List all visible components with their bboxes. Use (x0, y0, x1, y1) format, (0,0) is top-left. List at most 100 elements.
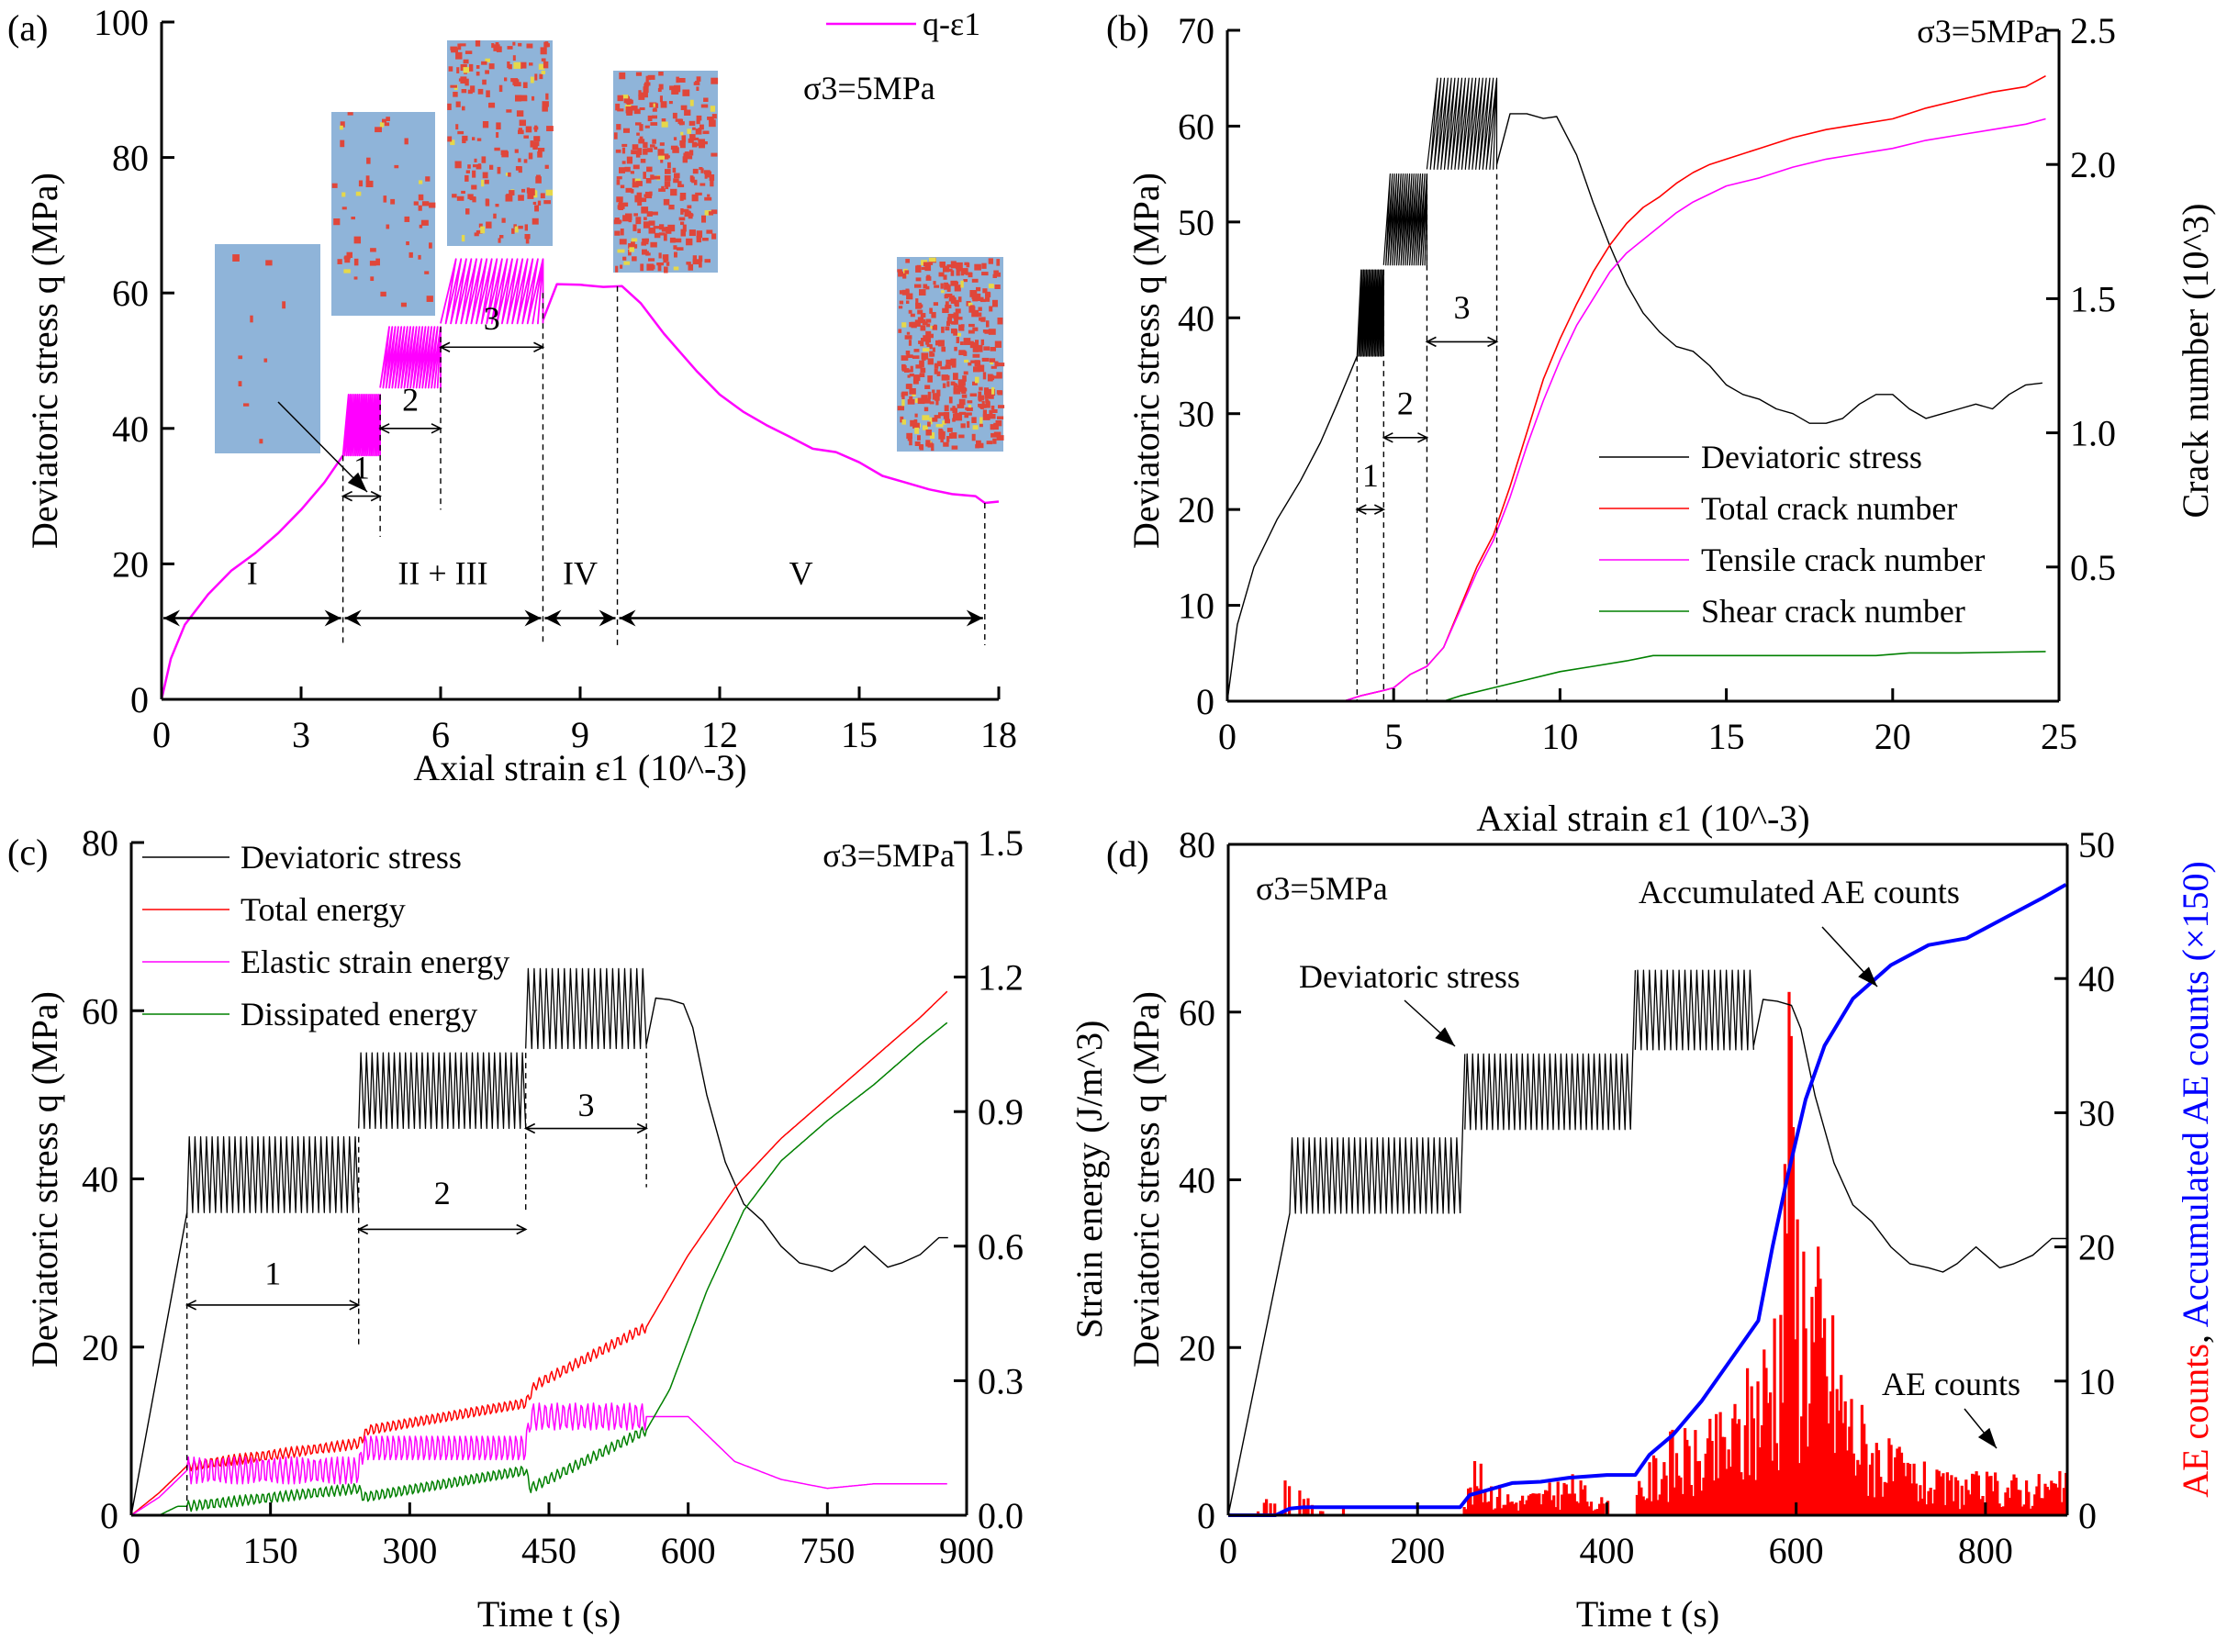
panel-d-ae-count-bar (1550, 1500, 1553, 1515)
crack-mark (974, 360, 981, 367)
crack-mark (997, 416, 1004, 419)
crack-mark (386, 224, 390, 229)
crack-mark (635, 217, 642, 225)
panel-d-ae-count-bar (1787, 991, 1791, 1515)
crack-mark (922, 321, 928, 326)
panel-d-ae-count-bar (1538, 1493, 1541, 1515)
panel-d-ae-count-bar (2037, 1474, 2041, 1515)
panel-c-x-tick-label: 900 (939, 1530, 994, 1571)
panel-a-y-tick-label: 100 (94, 2, 149, 43)
crack-mark (955, 308, 961, 314)
crack-mark (615, 265, 619, 273)
panel-d-ae-count-bar (1594, 1509, 1597, 1515)
panel-d-ae-count-bar (1975, 1471, 1978, 1515)
crack-mark (969, 290, 978, 297)
panel-b-cyclic-label-3: 3 (1453, 289, 1470, 326)
crack-mark (369, 261, 376, 266)
panel-d-ae-count-bar (1527, 1495, 1530, 1515)
crack-mark (366, 157, 371, 164)
crack-mark (650, 144, 655, 148)
crack-mark (545, 93, 549, 100)
panel-d-ae-count-bar (1860, 1404, 1863, 1515)
crack-mark (676, 247, 684, 251)
panel-d-ae-count-bar (1763, 1349, 1766, 1515)
crack-mark (692, 168, 699, 174)
crack-mark (975, 376, 979, 384)
panel-d-ae-count-bar (1854, 1475, 1858, 1515)
panel-d-ae-count-bar (1919, 1485, 1922, 1515)
crack-mark (990, 432, 997, 438)
panel-c-legend-label: Deviatoric stress (241, 839, 462, 876)
panel-d-ae-count-bar (1843, 1401, 1847, 1515)
crack-mark (370, 248, 376, 252)
panel-d-series-deviatoric-cyclic-2 (1464, 1053, 1631, 1131)
crack-mark (962, 380, 966, 386)
specimen-stage-3 (447, 40, 554, 246)
panel-d-right-y-tick-label: 0 (2078, 1495, 2097, 1536)
crack-mark (456, 67, 460, 73)
crack-mark (905, 259, 911, 263)
crack-mark (663, 153, 669, 160)
crack-mark (909, 374, 914, 377)
crack-mark (512, 55, 516, 61)
crack-mark (680, 105, 688, 110)
crack-mark (692, 255, 697, 262)
crack-mark (948, 396, 953, 404)
crack-mark (455, 51, 463, 60)
panel-d-ae-count-bar (1964, 1479, 1968, 1515)
panel-d-ae-count-bar (2047, 1490, 2052, 1515)
crack-mark (472, 170, 476, 178)
crack-mark (636, 192, 643, 199)
crack-mark (353, 258, 359, 266)
panel-d-ae-count-bar (1697, 1460, 1701, 1515)
crack-mark (673, 178, 679, 184)
crack-mark (647, 115, 653, 122)
crack-mark (518, 225, 523, 229)
panel-d-ae-count-bar (1708, 1418, 1712, 1515)
crack-mark (513, 82, 521, 87)
crack-mark (653, 226, 660, 229)
panel-a-series-cyclic-stage-1 (341, 393, 382, 457)
panel-d-ae-count-bar (1541, 1493, 1545, 1515)
panel-d-ae-count-bar (1985, 1471, 1989, 1515)
panel-d-ae-count-bar (1771, 1460, 1774, 1515)
crack-mark (945, 293, 953, 297)
crack-mark (927, 391, 932, 399)
crack-mark (946, 381, 950, 387)
crack-mark (938, 272, 945, 277)
panel-d-ae-count-bar (1871, 1453, 1874, 1515)
crack-mark (647, 74, 655, 80)
panel-d-sigma3-annotation: σ3=5MPa (1256, 870, 1388, 907)
crack-mark (646, 166, 653, 173)
crack-mark (936, 361, 943, 367)
panel-c-y-tick-label: 0 (100, 1495, 118, 1536)
crack-mark (532, 95, 535, 101)
panel-c-right-y-tick-label: 0.9 (978, 1091, 1024, 1133)
crack-mark (704, 196, 712, 201)
crack-mark (625, 187, 632, 193)
crack-mark (901, 322, 907, 328)
crack-mark (933, 281, 936, 285)
crack-mark (485, 58, 490, 62)
crack-mark (992, 273, 997, 279)
crack-mark (476, 72, 480, 76)
crack-mark (282, 301, 286, 309)
crack-mark (643, 141, 648, 149)
crack-mark (908, 340, 912, 346)
crack-mark (644, 238, 649, 242)
crack-mark (913, 374, 921, 382)
panel-a-stage-arrow-1-head-right (524, 609, 542, 627)
panel-c-y-tick-label: 40 (82, 1159, 118, 1200)
panel-d-ae-count-bar (2029, 1508, 2032, 1515)
crack-mark (617, 249, 625, 253)
crack-mark (679, 78, 686, 83)
panel-d-ae-count-bar (1825, 1376, 1829, 1515)
panel-d-ae-count-bar (1651, 1455, 1656, 1515)
panel-d-ae-count-bar (1886, 1482, 1889, 1515)
crack-mark (992, 438, 997, 444)
panel-d-ae-count-bar (1998, 1503, 2001, 1515)
crack-mark (968, 329, 975, 334)
panel-d-ae-count-bar (1917, 1501, 1920, 1515)
crack-mark (710, 180, 714, 187)
panel-d-x-tick-label: 200 (1390, 1530, 1445, 1571)
